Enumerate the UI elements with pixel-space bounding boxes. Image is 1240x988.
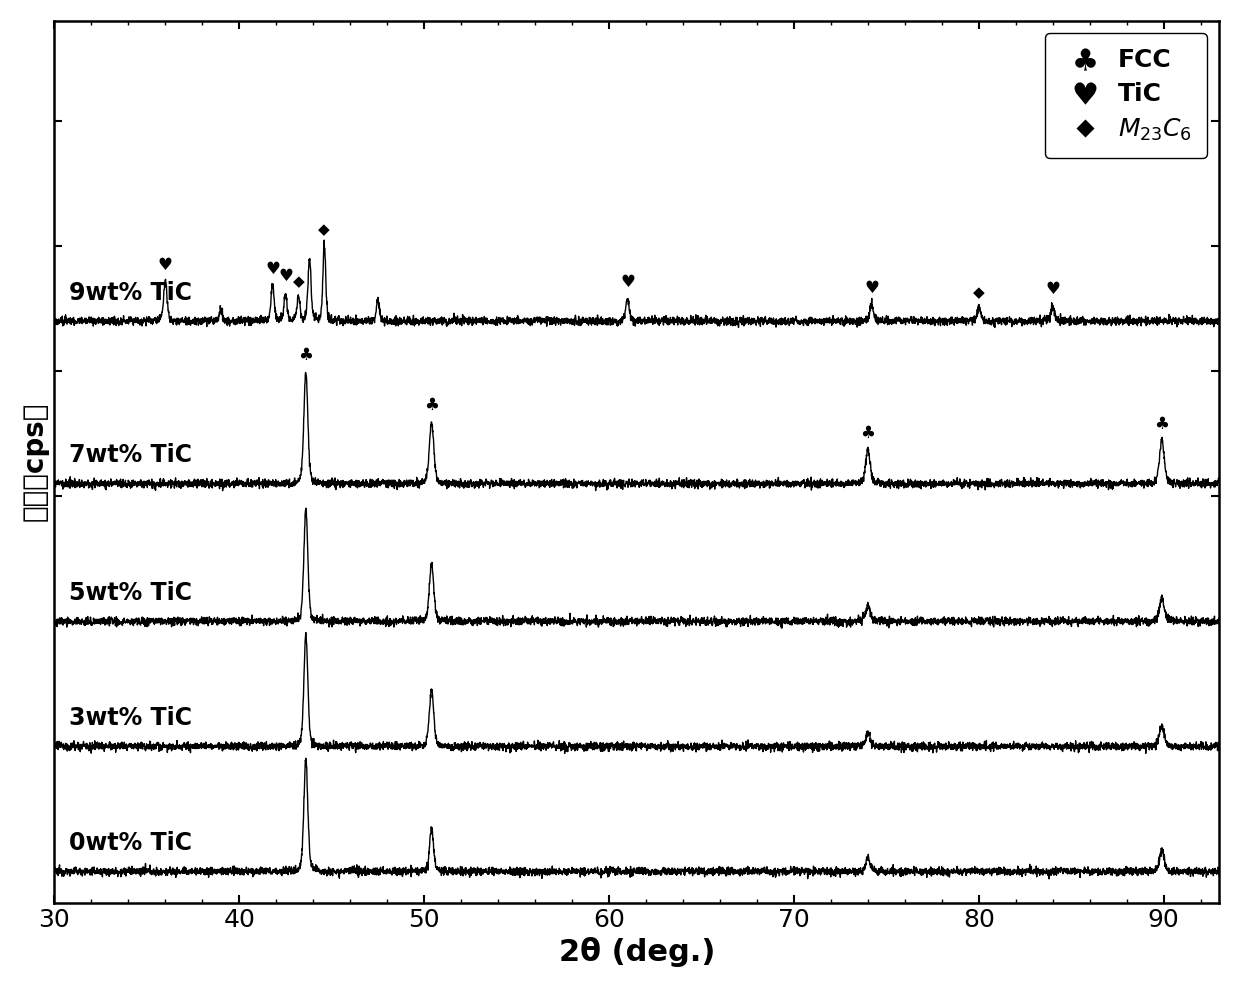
Text: ♣: ♣ <box>424 396 439 414</box>
Text: ♥: ♥ <box>1045 280 1060 297</box>
Text: ♣: ♣ <box>299 346 314 364</box>
Text: ◆: ◆ <box>973 286 985 300</box>
X-axis label: 2θ (deg.): 2θ (deg.) <box>558 938 715 967</box>
Legend: FCC, TiC, $M_{23}C_6$: FCC, TiC, $M_{23}C_6$ <box>1045 34 1207 157</box>
Text: ♥: ♥ <box>278 268 293 286</box>
Y-axis label: 强度（cps）: 强度（cps） <box>21 402 48 522</box>
Text: 7wt% TiC: 7wt% TiC <box>69 444 192 467</box>
Text: 9wt% TiC: 9wt% TiC <box>69 281 192 304</box>
Text: 5wt% TiC: 5wt% TiC <box>69 581 192 605</box>
Text: ◆: ◆ <box>293 274 304 288</box>
Text: ♣: ♣ <box>861 425 875 443</box>
Text: ♣: ♣ <box>1154 415 1169 434</box>
Text: ♥: ♥ <box>157 256 172 274</box>
Text: ◆: ◆ <box>319 222 330 237</box>
Text: ♥: ♥ <box>620 273 635 291</box>
Text: 3wt% TiC: 3wt% TiC <box>69 706 192 730</box>
Text: ♥: ♥ <box>864 279 879 296</box>
Text: ♥: ♥ <box>265 260 280 278</box>
Text: 0wt% TiC: 0wt% TiC <box>69 831 192 856</box>
